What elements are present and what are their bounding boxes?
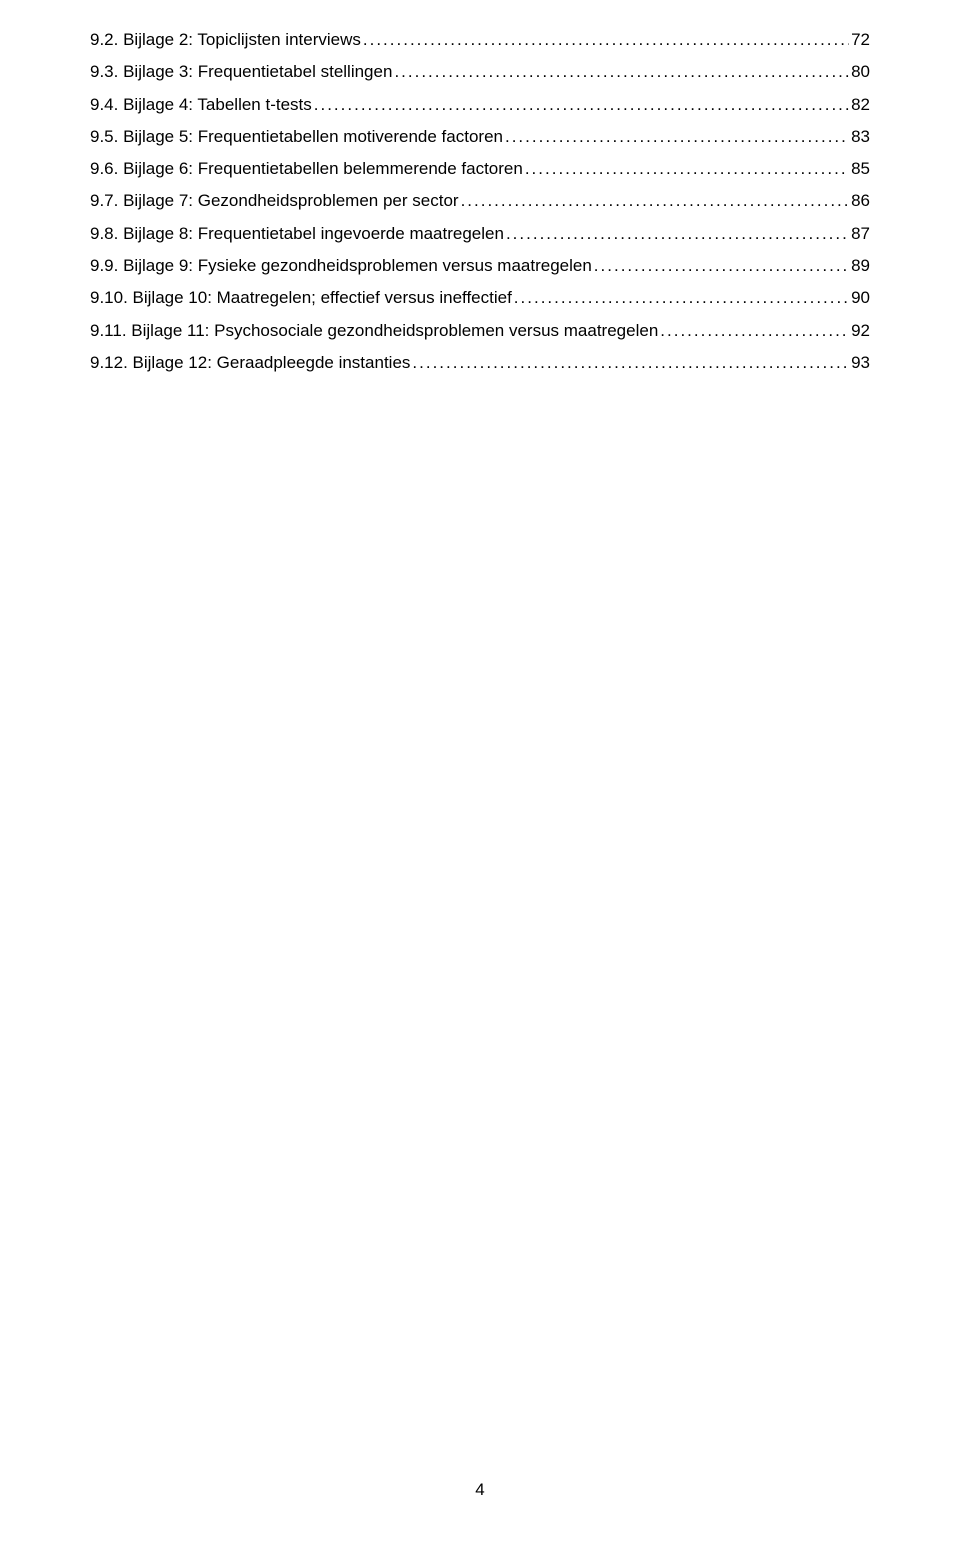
toc-entry-page: 89 — [851, 250, 870, 282]
toc-entry: 9.2. Bijlage 2: Topiclijsten interviews 7… — [90, 24, 870, 56]
toc-leader-dots — [514, 282, 849, 314]
toc-entry-page: 92 — [851, 315, 870, 347]
toc-entry: 9.4. Bijlage 4: Tabellen t-tests 82 — [90, 89, 870, 121]
toc-leader-dots — [394, 56, 849, 88]
toc-leader-dots — [461, 185, 850, 217]
toc-entry-label: 9.4. Bijlage 4: Tabellen t-tests — [90, 89, 312, 121]
toc-entry-label: 9.10. Bijlage 10: Maatregelen; effectief… — [90, 282, 512, 314]
toc-entry-label: 9.5. Bijlage 5: Frequentietabellen motiv… — [90, 121, 503, 153]
toc-entry-label: 9.11. Bijlage 11: Psychosociale gezondhe… — [90, 315, 658, 347]
toc-entry-page: 87 — [851, 218, 870, 250]
page-number: 4 — [0, 1480, 960, 1500]
toc-entry-page: 90 — [851, 282, 870, 314]
toc-entry-page: 86 — [851, 185, 870, 217]
toc-entry-label: 9.7. Bijlage 7: Gezondheidsproblemen per… — [90, 185, 459, 217]
toc-entry-label: 9.12. Bijlage 12: Geraadpleegde instanti… — [90, 347, 410, 379]
toc-leader-dots — [506, 218, 849, 250]
toc-entry-page: 72 — [851, 24, 870, 56]
toc-entry: 9.6. Bijlage 6: Frequentietabellen belem… — [90, 153, 870, 185]
toc-entry-page: 80 — [851, 56, 870, 88]
document-page: 9.2. Bijlage 2: Topiclijsten interviews 7… — [0, 0, 960, 1554]
toc-entry-label: 9.9. Bijlage 9: Fysieke gezondheidsprobl… — [90, 250, 592, 282]
toc-leader-dots — [525, 153, 849, 185]
toc-entry-label: 9.6. Bijlage 6: Frequentietabellen belem… — [90, 153, 523, 185]
toc-leader-dots — [505, 121, 849, 153]
toc-entry: 9.8. Bijlage 8: Frequentietabel ingevoer… — [90, 218, 870, 250]
toc-entry-page: 82 — [851, 89, 870, 121]
toc-entry-label: 9.2. Bijlage 2: Topiclijsten interviews — [90, 24, 361, 56]
toc-entry: 9.12. Bijlage 12: Geraadpleegde instanti… — [90, 347, 870, 379]
toc-leader-dots — [594, 250, 849, 282]
toc-entry-label: 9.3. Bijlage 3: Frequentietabel stelling… — [90, 56, 392, 88]
toc-entry: 9.3. Bijlage 3: Frequentietabel stelling… — [90, 56, 870, 88]
toc-entry: 9.10. Bijlage 10: Maatregelen; effectief… — [90, 282, 870, 314]
toc-leader-dots — [660, 315, 849, 347]
toc-entry: 9.5. Bijlage 5: Frequentietabellen motiv… — [90, 121, 870, 153]
table-of-contents: 9.2. Bijlage 2: Topiclijsten interviews 7… — [90, 24, 870, 379]
toc-leader-dots — [314, 89, 849, 121]
toc-entry-label: 9.8. Bijlage 8: Frequentietabel ingevoer… — [90, 218, 504, 250]
toc-entry: 9.9. Bijlage 9: Fysieke gezondheidsprobl… — [90, 250, 870, 282]
toc-entry: 9.7. Bijlage 7: Gezondheidsproblemen per… — [90, 185, 870, 217]
toc-leader-dots — [363, 24, 849, 56]
toc-entry-page: 93 — [851, 347, 870, 379]
toc-leader-dots — [412, 347, 849, 379]
toc-entry-page: 83 — [851, 121, 870, 153]
toc-entry-page: 85 — [851, 153, 870, 185]
toc-entry: 9.11. Bijlage 11: Psychosociale gezondhe… — [90, 315, 870, 347]
